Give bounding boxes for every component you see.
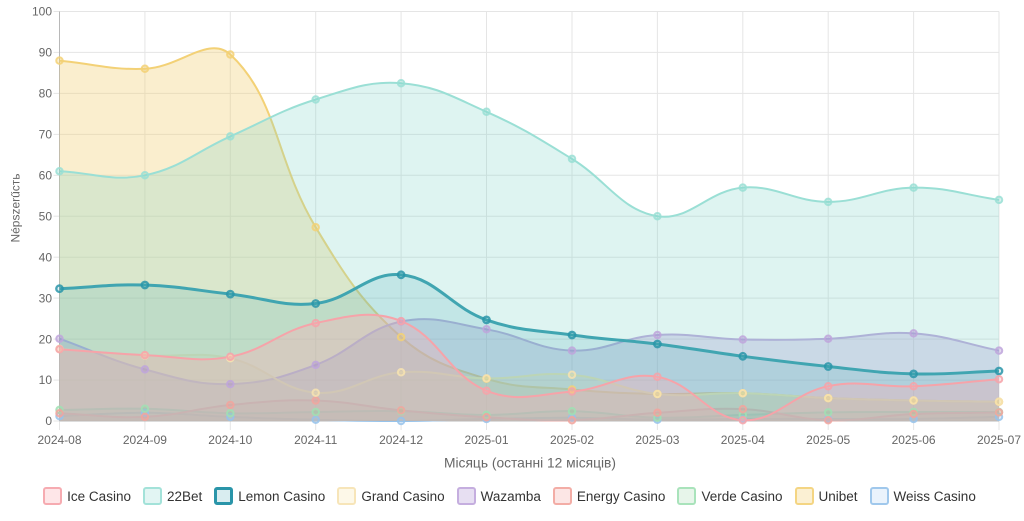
svg-text:2024-08: 2024-08 <box>37 433 81 447</box>
svg-text:0: 0 <box>45 414 52 428</box>
svg-text:10: 10 <box>39 373 53 387</box>
svg-text:2025-01: 2025-01 <box>464 433 508 447</box>
svg-text:30: 30 <box>39 291 53 305</box>
svg-text:Місяць (останні 12 місяців): Місяць (останні 12 місяців) <box>444 455 616 470</box>
svg-text:50: 50 <box>39 209 53 223</box>
svg-text:Népszerűсть: Népszerűсть <box>9 173 23 242</box>
svg-text:2024-09: 2024-09 <box>123 433 167 447</box>
svg-text:2025-02: 2025-02 <box>550 433 594 447</box>
svg-text:90: 90 <box>39 46 53 60</box>
svg-text:20: 20 <box>39 332 53 346</box>
svg-text:60: 60 <box>39 169 53 183</box>
svg-text:40: 40 <box>39 250 53 264</box>
svg-text:2024-11: 2024-11 <box>294 433 337 447</box>
svg-text:100: 100 <box>32 5 52 19</box>
svg-text:2025-07: 2025-07 <box>977 433 1021 447</box>
svg-text:70: 70 <box>39 128 53 142</box>
svg-text:2025-06: 2025-06 <box>892 433 936 447</box>
svg-text:2024-12: 2024-12 <box>379 433 423 447</box>
svg-text:2025-03: 2025-03 <box>635 433 679 447</box>
svg-text:2024-10: 2024-10 <box>208 433 252 447</box>
svg-text:80: 80 <box>39 87 53 101</box>
svg-text:2025-04: 2025-04 <box>721 433 765 447</box>
svg-text:2025-05: 2025-05 <box>806 433 850 447</box>
